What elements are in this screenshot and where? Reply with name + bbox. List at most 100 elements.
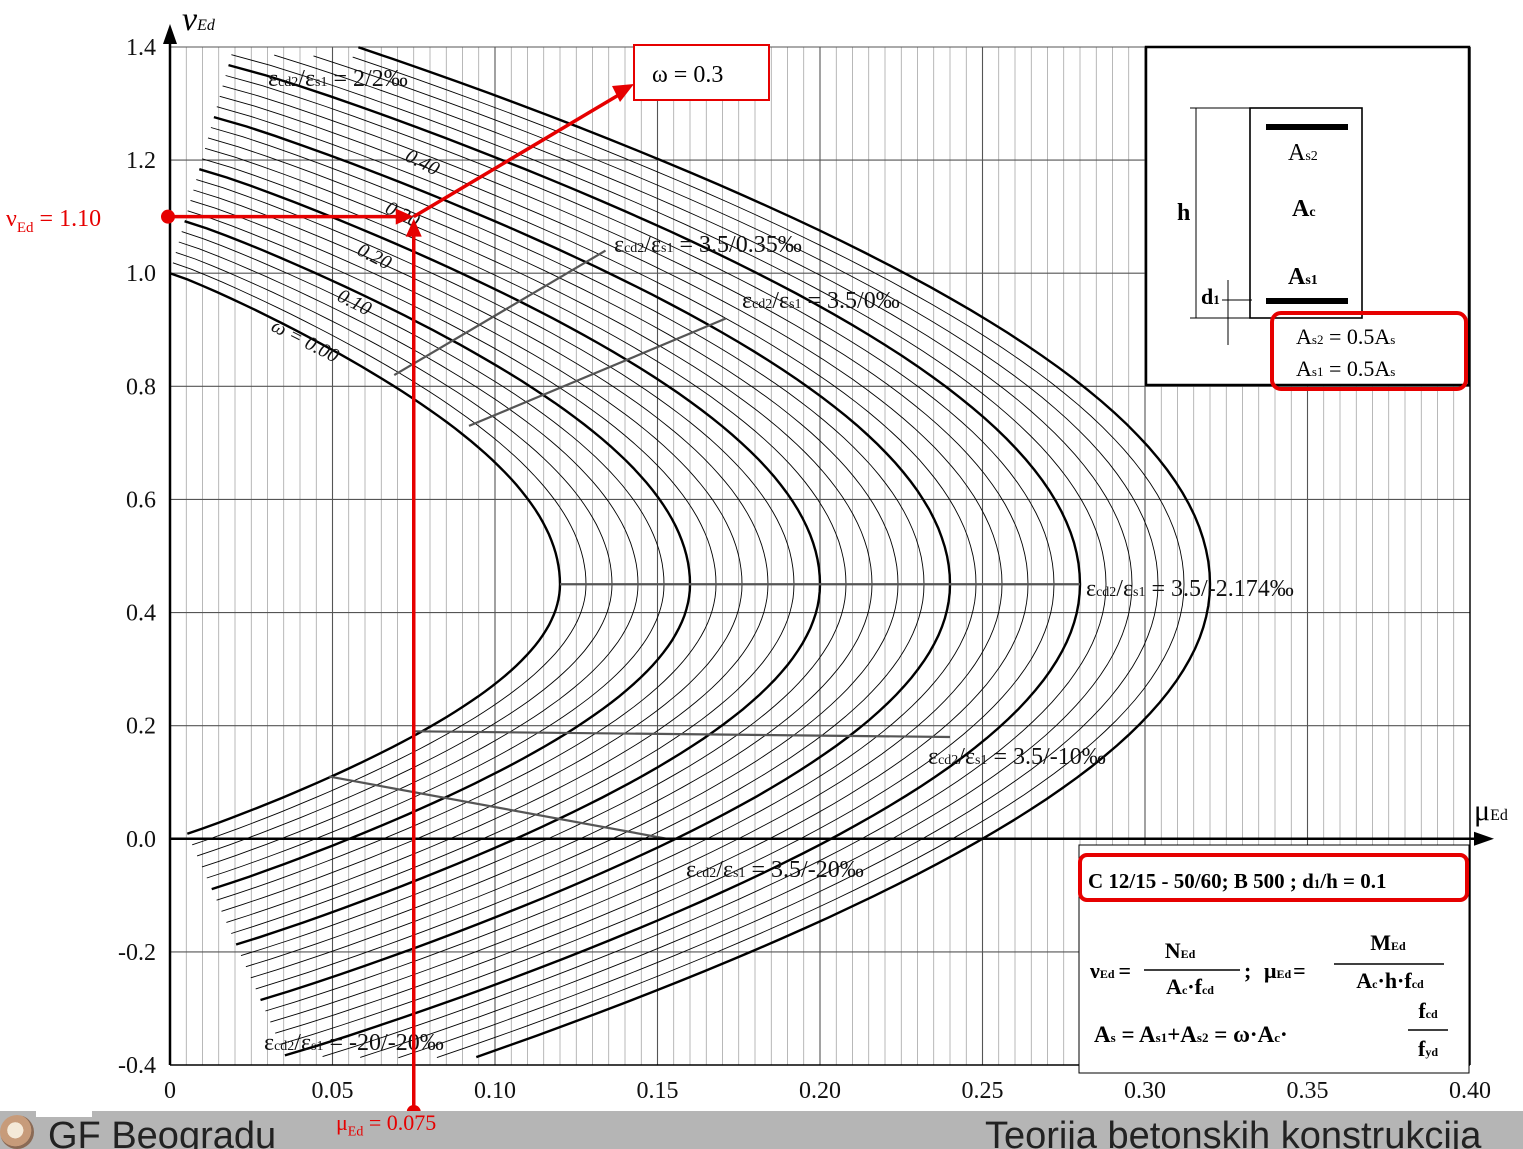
cross-section-inset: h d1 As2 Ac As1 As2 = 0.5As As1 = 0.5As xyxy=(1144,45,1471,391)
omega-curve xyxy=(202,158,847,957)
svg-text:As = As1+As2 = ω·Ac·: As = As1+As2 = ω·Ac· xyxy=(1094,1022,1288,1047)
omega-curve xyxy=(196,179,795,934)
omega-curve xyxy=(222,85,1029,1034)
omega-curve xyxy=(313,55,1159,1059)
x-tick-label: 0.05 xyxy=(312,1078,354,1104)
omega-curve xyxy=(198,168,822,946)
omega-label-010: 0.10 xyxy=(334,285,375,320)
x-tick-label: 0.40 xyxy=(1449,1078,1491,1104)
omega-label-040: 0.40 xyxy=(402,145,443,180)
mu-ed-annotation: μEd = 0.075 xyxy=(336,1110,437,1140)
footer-right-text: Teorija betonskih konstrukcija xyxy=(985,1115,1482,1149)
svg-text:fcd: fcd xyxy=(1418,998,1438,1023)
svg-text:νEd=: νEd = xyxy=(1089,958,1131,983)
x-tick-label: 0.35 xyxy=(1287,1078,1329,1104)
y-axis-label: νEd xyxy=(182,1,216,38)
omega-curve xyxy=(231,54,1107,1058)
omega-curve xyxy=(207,137,899,979)
as2-label: As2 xyxy=(1288,140,1318,166)
omega-curve xyxy=(172,262,587,846)
omega-pointer-arrow xyxy=(612,84,634,102)
bottom-reinforcement xyxy=(1266,298,1348,304)
material-highlight xyxy=(1078,853,1469,902)
ratio-as1: As1 = 0.5As xyxy=(1296,356,1395,381)
reading-annotations: νEd = 1.10 ω = 0.3 xyxy=(6,44,770,1119)
nu-ed-arrow xyxy=(395,208,414,225)
y-tick-label: 1.4 xyxy=(126,35,156,61)
x-axis-arrow xyxy=(1474,831,1494,846)
formula-box: C 12/15 - 50/60; B 500 ; d1/h = 0.1 νEd =… xyxy=(1078,844,1470,1074)
svg-text:;: ; xyxy=(1244,958,1251,983)
strain-lines xyxy=(329,249,1080,840)
nu-ed-dot xyxy=(161,209,175,224)
omega-pointer-line xyxy=(412,91,623,219)
ratio-highlight xyxy=(1270,311,1468,391)
y-tick-label: 0.2 xyxy=(126,714,156,740)
footer-bar: GF Beogradu Teorija betonskih konstrukci… xyxy=(0,1111,1523,1149)
section-outline xyxy=(1249,107,1363,319)
x-tick-label: 0.15 xyxy=(637,1078,679,1104)
omega-label-000: ω = 0.00 xyxy=(268,315,343,368)
strain-line-3.5-0 xyxy=(468,317,727,427)
strain-line-3.5-10 xyxy=(413,730,951,739)
y-tick-label: 0.0 xyxy=(126,827,156,853)
y-tick-label: 1.0 xyxy=(126,261,156,287)
y-tick-label: 0.6 xyxy=(126,487,156,513)
as1-label: As1 xyxy=(1288,264,1318,290)
strain-line-3.5-20 xyxy=(329,775,668,840)
strain-label-3.5-0: εcd2/εs1 = 3.5/0‰ xyxy=(742,288,900,314)
x-tick-label: 0.10 xyxy=(474,1078,516,1104)
tick-labels: 0 0.05 0.10 0.15 0.20 0.25 0.30 0.35 0.40 -0.4 -0.… xyxy=(118,35,1491,1104)
footer-left-text: GF Beogradu xyxy=(48,1115,277,1149)
svg-text:Ac·h·fcd: Ac·h·fcd xyxy=(1356,968,1424,993)
omega-result-box xyxy=(633,44,770,101)
university-logo-icon xyxy=(0,1115,34,1149)
mu-formula: μEd= MEd Ac·h·fcd xyxy=(1264,930,1444,993)
omega-curve xyxy=(274,54,1133,1058)
omega-result-text: ω = 0.3 xyxy=(652,62,723,88)
omega-label-020: 0.20 xyxy=(354,239,395,274)
y-tick-label: 1.2 xyxy=(126,148,156,174)
d1-label: d1 xyxy=(1201,284,1220,309)
y-tick-label: -0.4 xyxy=(118,1053,156,1079)
omega-curve xyxy=(169,272,562,835)
omega-curve xyxy=(190,199,743,912)
x-tick-label: 0.25 xyxy=(962,1078,1004,1104)
y-tick-label: -0.2 xyxy=(118,940,156,966)
svg-text:Ac·fcd: Ac·fcd xyxy=(1166,974,1214,999)
omega-curve xyxy=(204,147,873,968)
omega-curve xyxy=(181,231,665,879)
x-tick-label: 0 xyxy=(164,1078,176,1104)
omega-curve xyxy=(213,115,952,1002)
nu-formula: νEd = NEd Ac·fcd ; xyxy=(1089,938,1251,999)
svg-text:μEd=: μEd= xyxy=(1264,958,1306,983)
omega-curve xyxy=(175,251,613,857)
logo-box xyxy=(36,1111,92,1117)
strain-label-3.5-10: εcd2/εs1 = 3.5/-10‰ xyxy=(928,744,1106,770)
omega-curve xyxy=(216,106,977,1012)
strain-label-minus20-20: εcd2/εs1 = -20/-20‰ xyxy=(264,1030,444,1056)
x-axis-label: μEd xyxy=(1474,794,1508,827)
nu-ed-annotation: νEd = 1.10 xyxy=(6,206,101,236)
omega-curve xyxy=(193,189,769,923)
strain-label-3.5-20: εcd2/εs1 = 3.5/-20‰ xyxy=(686,857,864,883)
omega-curve xyxy=(352,56,1185,1059)
omega-curve xyxy=(219,95,1003,1023)
y-tick-label: 0.8 xyxy=(126,374,156,400)
y-axis-arrow xyxy=(163,24,177,44)
x-tick-label: 0.20 xyxy=(799,1078,841,1104)
as-formula: As = As1+As2 = ω·Ac· fcd fyd xyxy=(1094,998,1448,1061)
strain-labels: εcd2/εs1 = 2/2‰ εcd2/εs1 = 3.5/0.35‰ εcd… xyxy=(264,66,1294,1056)
omega-curve xyxy=(358,46,1212,1059)
strain-line-3.5-0.35 xyxy=(393,249,607,376)
strain-label-3.5-0.35: εcd2/εs1 = 3.5/0.35‰ xyxy=(614,232,802,258)
ac-label: Ac xyxy=(1292,196,1316,222)
x-tick-label: 0.30 xyxy=(1124,1078,1166,1104)
omega-curve xyxy=(225,75,1055,1045)
svg-text:MEd: MEd xyxy=(1370,930,1406,955)
svg-text:NEd: NEd xyxy=(1165,938,1196,963)
strain-label-3.5-2.174: εcd2/εs1 = 3.5/-2.174‰ xyxy=(1086,576,1294,602)
omega-curve xyxy=(184,220,692,891)
svg-text:fyd: fyd xyxy=(1418,1036,1438,1061)
